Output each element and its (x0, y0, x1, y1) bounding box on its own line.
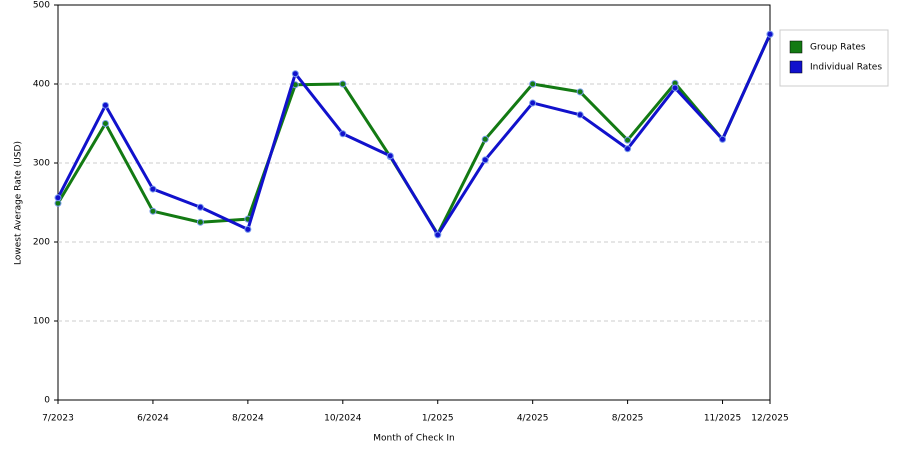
data-point (624, 136, 632, 144)
legend-box (779, 29, 889, 87)
data-point (529, 80, 537, 88)
data-point (196, 218, 204, 226)
x-tick-label: 8/2024 (232, 414, 264, 424)
x-tick-label: 1/2025 (422, 414, 454, 424)
data-point (291, 70, 299, 78)
x-axis-title: Month of Check In (373, 434, 455, 444)
series-line (56, 33, 772, 237)
data-point (766, 30, 774, 38)
data-point (719, 135, 727, 143)
x-tick-label: 8/2025 (612, 414, 644, 424)
x-tick-label: 6/2024 (137, 414, 169, 424)
data-point (671, 84, 679, 92)
data-point (529, 99, 537, 107)
data-point (149, 207, 157, 215)
y-tick-label: 200 (33, 238, 50, 248)
x-tick-label: 7/2023 (42, 414, 74, 424)
x-tick-label: 12/2025 (751, 414, 788, 424)
data-point (576, 88, 584, 96)
y-tick-label: 0 (44, 396, 50, 406)
plot-area (57, 4, 771, 401)
data-point (481, 156, 489, 164)
data-point (434, 231, 442, 239)
data-point (54, 194, 62, 202)
data-point (101, 120, 109, 127)
data-point (576, 111, 584, 119)
legend-swatch (789, 60, 803, 74)
data-point (101, 101, 109, 109)
y-tick-label: 400 (33, 80, 50, 90)
data-point (196, 203, 204, 211)
y-tick-label: 100 (33, 317, 50, 327)
data-point (149, 185, 157, 193)
data-point (339, 130, 347, 138)
y-tick-label: 500 (33, 1, 50, 11)
data-point (624, 145, 632, 153)
data-point (481, 135, 489, 143)
x-tick-label: 4/2025 (517, 414, 549, 424)
data-point (386, 152, 394, 160)
x-tick-label: 10/2024 (324, 414, 362, 424)
y-axis-title: Lowest Average Rate (USD) (14, 141, 24, 265)
data-point (339, 80, 347, 88)
legend-swatch (789, 40, 803, 54)
data-point (244, 225, 252, 233)
x-tick-label: 11/2025 (704, 414, 741, 424)
y-tick-label: 300 (33, 159, 50, 169)
legend-label: Individual Rates (810, 63, 882, 73)
legend-label: Group Rates (810, 43, 866, 53)
